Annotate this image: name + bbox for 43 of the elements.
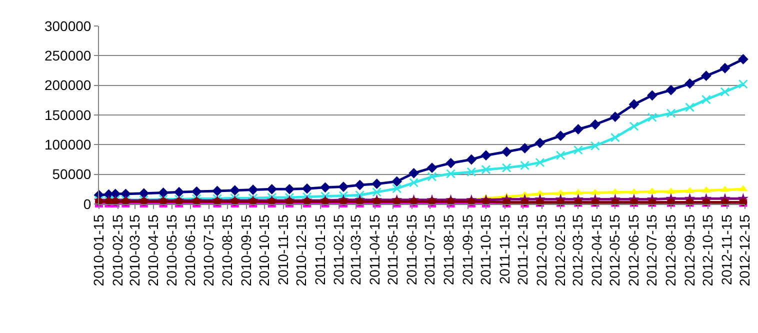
x-tick-label: 2012-08-15 <box>662 214 679 286</box>
y-tick-label: 0 <box>83 196 92 212</box>
x-tick-label: 2012-05-15 <box>606 214 623 286</box>
x-tick-label: 2010-12-15 <box>293 214 310 286</box>
x-tick-label: 2011-03-15 <box>348 214 364 286</box>
x-tick-label: 2011-07-15 <box>422 214 438 286</box>
y-tick-label: 200000 <box>44 77 92 94</box>
y-tick-label: 50000 <box>52 166 92 182</box>
x-tick-label: 2010-09-15 <box>238 214 254 286</box>
x-tick-label: 2010-05-15 <box>163 214 180 286</box>
x-tick-label: 2012-03-15 <box>570 214 586 286</box>
x-tick-label: 2012-02-15 <box>552 214 568 286</box>
x-tick-label: 2010-10-15 <box>256 214 272 286</box>
x-tick-label: 2010-03-15 <box>126 214 142 286</box>
x-tick-label: 2012-09-15 <box>681 214 698 286</box>
x-tick-label: 2011-06-15 <box>404 214 420 286</box>
x-tick-label: 2011-09-15 <box>459 214 476 286</box>
x-tick-label: 2010-02-15 <box>109 214 126 286</box>
x-tick-label: 2010-08-15 <box>219 214 236 286</box>
x-tick-label: 2012-12-15 <box>736 214 753 286</box>
x-tick-label: 2011-01-15 <box>312 214 328 286</box>
x-tick-label: 2011-08-15 <box>440 214 457 286</box>
x-tick-label: 2011-04-15 <box>366 214 383 286</box>
y-tick-label: 150000 <box>44 106 92 123</box>
x-tick-label: 2012-11-15 <box>718 214 734 286</box>
y-tick-label: 250000 <box>44 48 92 64</box>
x-tick-label: 2012-10-15 <box>700 214 716 286</box>
x-tick-label: 2010-01-15 <box>90 214 107 286</box>
x-tick-label: 2012-04-15 <box>588 214 605 286</box>
x-tick-label: 2010-11-15 <box>274 214 291 286</box>
x-tick-label: 2011-11-15 <box>496 214 512 284</box>
x-tick-label: 2012-07-15 <box>644 214 660 286</box>
x-tick-label: 2010-06-15 <box>182 214 198 286</box>
x-tick-label: 2012-06-15 <box>626 214 642 286</box>
x-tick-label: 2010-07-15 <box>200 214 216 286</box>
x-tick-label: 2011-10-15 <box>478 214 494 286</box>
y-tick-label: 300000 <box>44 18 92 34</box>
x-tick-label: 2011-12-15 <box>514 214 531 286</box>
x-tick-label: 2011-05-15 <box>384 214 401 286</box>
x-tick-label: 2011-02-15 <box>330 214 347 286</box>
x-tick-label: 2012-01-15 <box>533 214 550 286</box>
x-tick-label: 2010-04-15 <box>145 214 162 286</box>
y-tick-label: 100000 <box>44 136 92 153</box>
